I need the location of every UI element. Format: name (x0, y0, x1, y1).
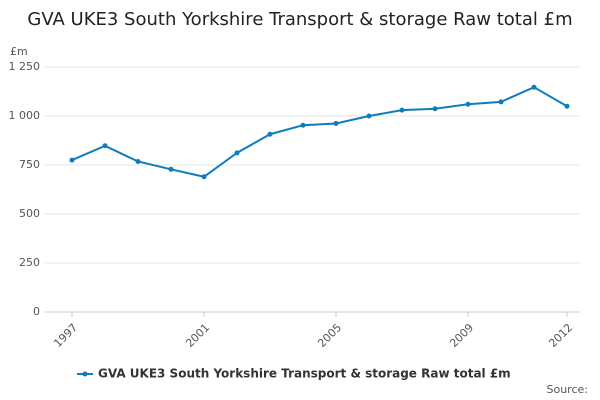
x-tick-label: 1997 (51, 321, 80, 350)
data-point (333, 120, 339, 126)
y-tick-label: 1 250 (9, 60, 41, 73)
data-point (399, 107, 405, 113)
series-line (71, 86, 568, 178)
data-point (432, 106, 438, 112)
y-tick-label: 250 (19, 256, 40, 269)
y-tick-label: 1 000 (9, 109, 41, 122)
source: Source: (547, 383, 589, 396)
y-tick-label: 500 (19, 207, 40, 220)
y-tick-label: 0 (33, 305, 40, 318)
x-tick-label: 2009 (447, 321, 476, 350)
data-point (234, 150, 240, 156)
y-axis-label: £m (10, 45, 28, 58)
y-tick-label: 750 (19, 158, 40, 171)
data-point (300, 122, 306, 128)
x-tick-label: 2001 (183, 321, 212, 350)
x-tick-label: 2005 (315, 321, 344, 350)
data-point (564, 103, 570, 109)
data-point (498, 99, 504, 105)
chart-title: GVA UKE3 South Yorkshire Transport & sto… (27, 9, 573, 30)
data-point (135, 158, 141, 164)
data-point (102, 143, 108, 149)
legend-label: GVA UKE3 South Yorkshire Transport & sto… (98, 367, 511, 381)
data-point (69, 157, 75, 163)
data-point (366, 113, 372, 119)
legend-marker (82, 371, 88, 377)
data-point (465, 101, 471, 107)
x-tick-label: 2012 (546, 321, 575, 350)
data-point (531, 84, 537, 90)
data-point (201, 174, 207, 180)
data-point (267, 131, 273, 137)
data-point (168, 166, 174, 172)
